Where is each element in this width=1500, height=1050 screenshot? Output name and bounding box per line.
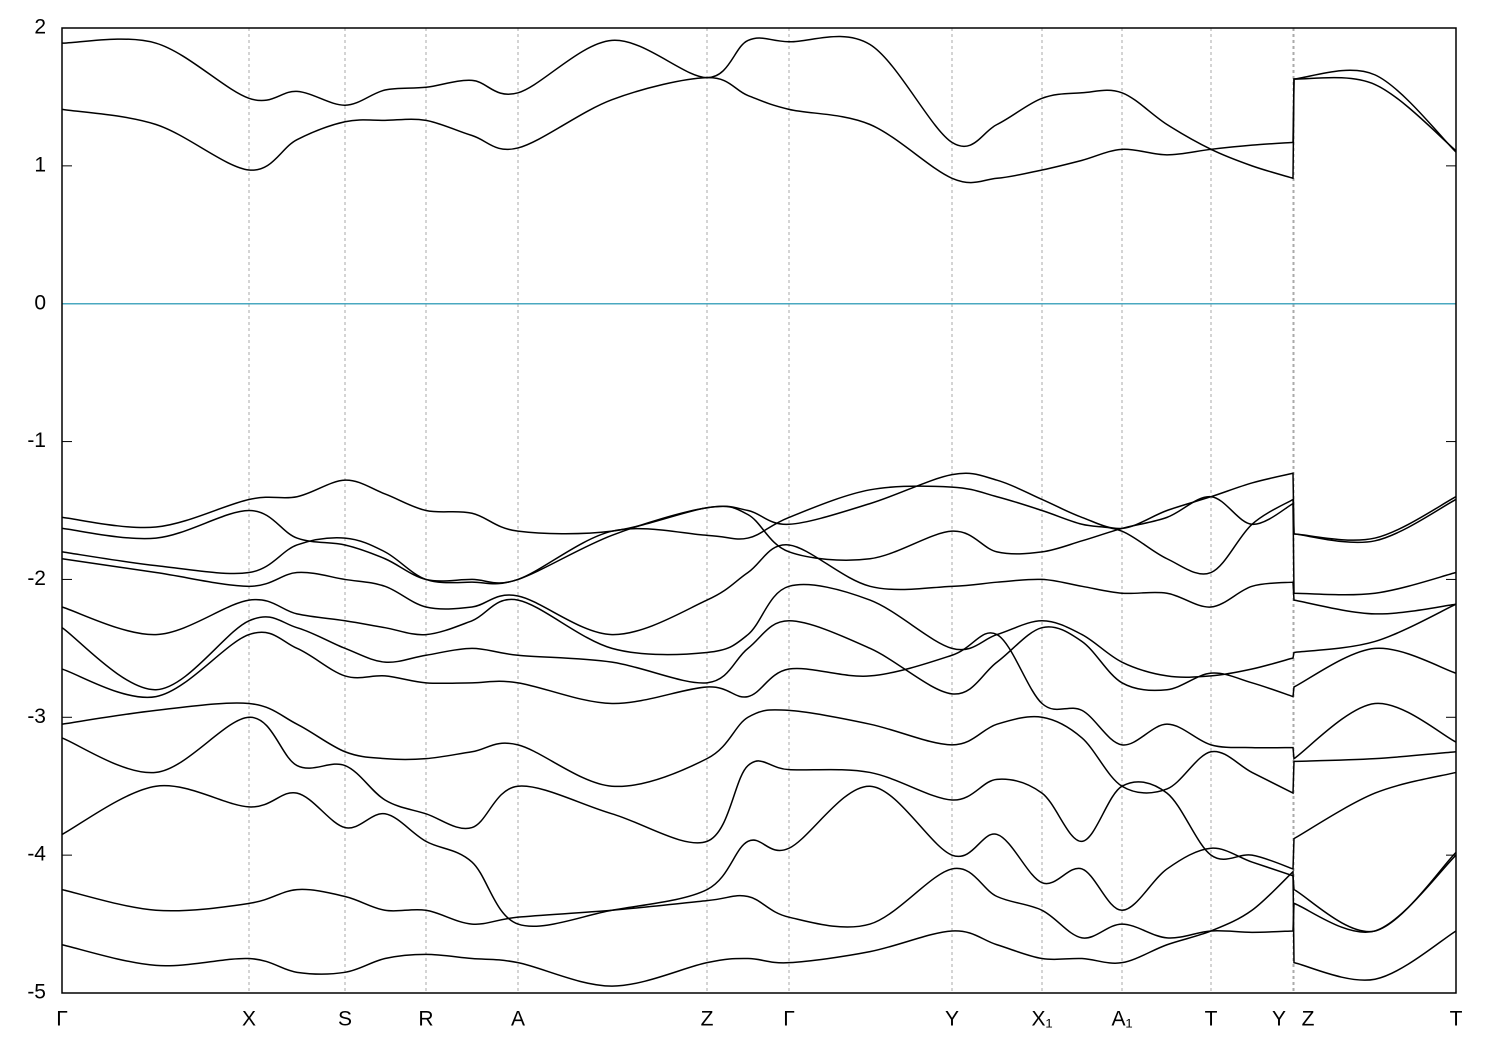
x-tick-label: T	[1450, 1008, 1463, 1031]
x-tick-label: A₁	[1111, 1008, 1132, 1031]
y-tick-label: 0	[34, 291, 46, 314]
x-tick-label: Y	[1272, 1008, 1286, 1031]
y-tick-label: -3	[27, 705, 46, 728]
y-tick-label: -4	[27, 843, 46, 866]
band	[61, 616, 1457, 698]
x-tick-label: Γ	[783, 1008, 795, 1031]
y-tick-label: -2	[27, 567, 46, 590]
band	[61, 583, 1457, 678]
plot-frame	[61, 27, 1457, 994]
band	[61, 544, 1457, 636]
x-tick-label: X	[242, 1008, 256, 1031]
band	[61, 485, 1457, 584]
band	[61, 472, 1457, 541]
y-tick-label: -1	[27, 429, 46, 452]
band	[61, 854, 1457, 939]
y-tick-label: -5	[27, 981, 46, 1004]
band	[61, 631, 1457, 760]
band	[61, 35, 1457, 180]
band	[61, 702, 1457, 795]
x-tick-label: X₁	[1031, 1008, 1052, 1031]
x-tick-label: Γ	[56, 1008, 68, 1031]
x-tick-label: S	[338, 1008, 352, 1031]
x-tick-label: A	[511, 1008, 525, 1031]
x-tick-label: Y	[945, 1008, 959, 1031]
band	[61, 869, 1457, 987]
x-tick-label: Z	[701, 1008, 714, 1031]
band	[61, 716, 1457, 870]
x-tick-label: T	[1205, 1008, 1218, 1031]
y-tick-label: 1	[34, 153, 46, 176]
y-tick-label: 2	[34, 16, 46, 39]
x-tick-label: Z	[1302, 1008, 1315, 1031]
band	[61, 76, 1457, 184]
band	[61, 784, 1457, 933]
band	[61, 495, 1457, 596]
x-tick-label: R	[418, 1008, 433, 1031]
